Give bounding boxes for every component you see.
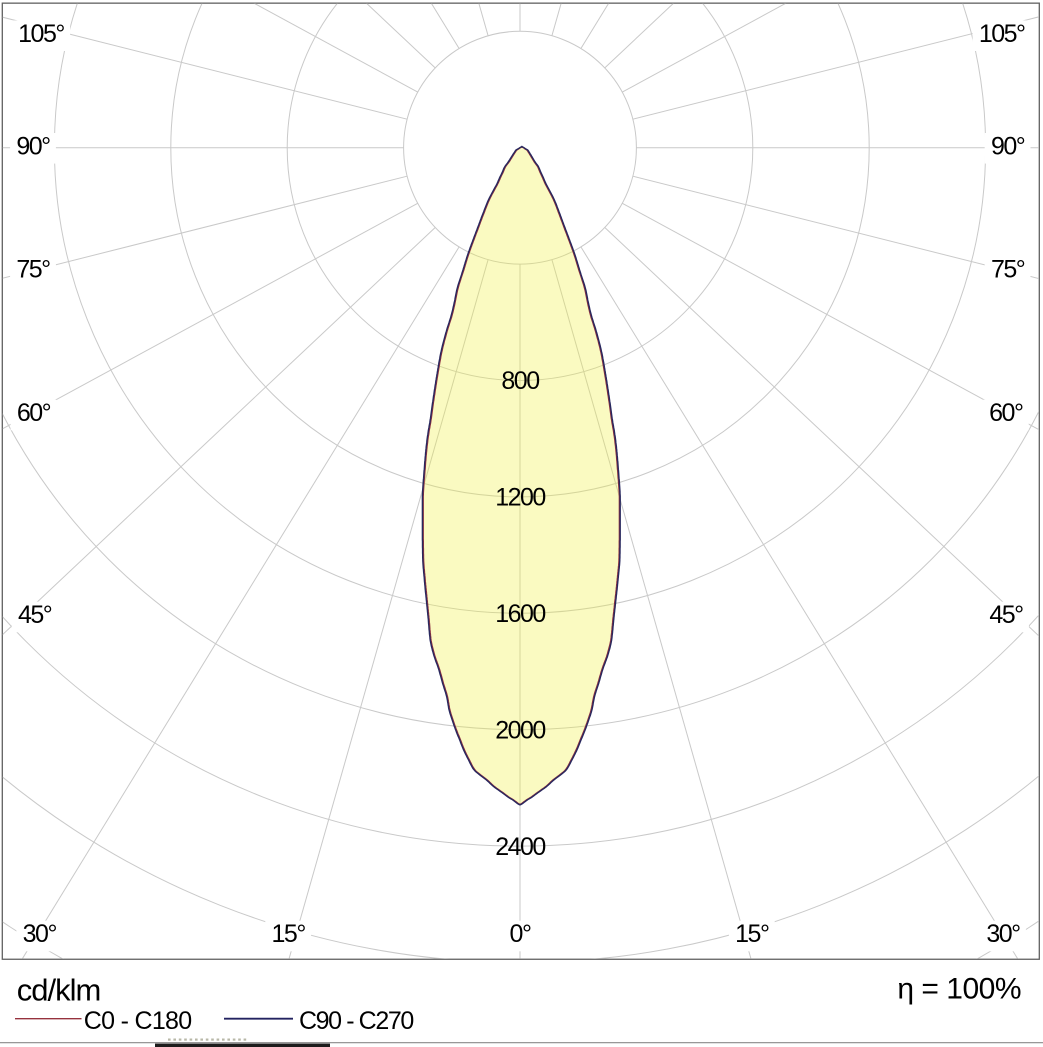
svg-text:η = 100%: η = 100% — [897, 973, 1021, 1006]
svg-text:75°: 75° — [16, 256, 50, 284]
svg-text:C90 - C270: C90 - C270 — [299, 1007, 413, 1035]
svg-text:1600: 1600 — [495, 600, 545, 628]
svg-text:1200: 1200 — [495, 484, 545, 512]
svg-text:2000: 2000 — [495, 716, 545, 744]
svg-text:30°: 30° — [986, 920, 1020, 948]
svg-text:60°: 60° — [17, 399, 51, 427]
svg-text:2400: 2400 — [495, 833, 545, 861]
svg-text:15°: 15° — [735, 920, 769, 948]
svg-text:0°: 0° — [510, 920, 531, 948]
svg-text:60°: 60° — [989, 399, 1023, 427]
svg-text:45°: 45° — [989, 601, 1023, 629]
svg-text:90°: 90° — [16, 133, 50, 161]
svg-text:45°: 45° — [18, 601, 52, 629]
svg-text:C0 - C180: C0 - C180 — [84, 1007, 192, 1035]
svg-text:15°: 15° — [272, 920, 306, 948]
svg-text:105°: 105° — [18, 20, 64, 48]
svg-text:cd/klm: cd/klm — [17, 973, 101, 1008]
svg-text:30°: 30° — [23, 920, 57, 948]
svg-text:75°: 75° — [991, 256, 1025, 284]
svg-text:800: 800 — [501, 367, 539, 395]
svg-text:90°: 90° — [991, 133, 1025, 161]
svg-text:105°: 105° — [979, 20, 1025, 48]
